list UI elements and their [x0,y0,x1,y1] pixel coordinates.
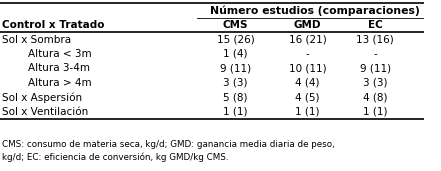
Text: 1 (1): 1 (1) [363,107,388,117]
Text: 9 (11): 9 (11) [220,63,251,73]
Text: 10 (11): 10 (11) [289,63,326,73]
Text: 4 (8): 4 (8) [363,92,388,102]
Text: 5 (8): 5 (8) [223,92,248,102]
Text: 1 (1): 1 (1) [295,107,320,117]
Text: 13 (16): 13 (16) [356,35,394,44]
Text: Sol x Aspersión: Sol x Aspersión [2,92,82,103]
Text: CMS: CMS [223,20,248,30]
Text: 16 (21): 16 (21) [288,35,326,44]
Text: 3 (3): 3 (3) [223,78,248,88]
Text: 3 (3): 3 (3) [363,78,388,88]
Text: 1 (4): 1 (4) [223,49,248,59]
Text: -: - [306,49,310,59]
Text: -: - [374,49,377,59]
Text: Sol x Sombra: Sol x Sombra [2,35,71,44]
Text: Altura 3-4m: Altura 3-4m [28,63,90,73]
Text: 15 (26): 15 (26) [217,35,254,44]
Text: Altura < 3m: Altura < 3m [28,49,91,59]
Text: Altura > 4m: Altura > 4m [28,78,91,88]
Text: Número estudios (comparaciones): Número estudios (comparaciones) [210,5,420,16]
Text: 1 (1): 1 (1) [223,107,248,117]
Text: EC: EC [368,20,383,30]
Text: Control x Tratado: Control x Tratado [2,20,105,30]
Text: 4 (4): 4 (4) [295,78,320,88]
Text: 4 (5): 4 (5) [295,92,320,102]
Text: GMD: GMD [294,20,321,30]
Text: Sol x Ventilación: Sol x Ventilación [2,107,88,117]
Text: CMS: consumo de materia seca, kg/d; GMD: ganancia media diaria de peso,
kg/d; EC: CMS: consumo de materia seca, kg/d; GMD:… [2,140,335,162]
Text: 9 (11): 9 (11) [360,63,391,73]
